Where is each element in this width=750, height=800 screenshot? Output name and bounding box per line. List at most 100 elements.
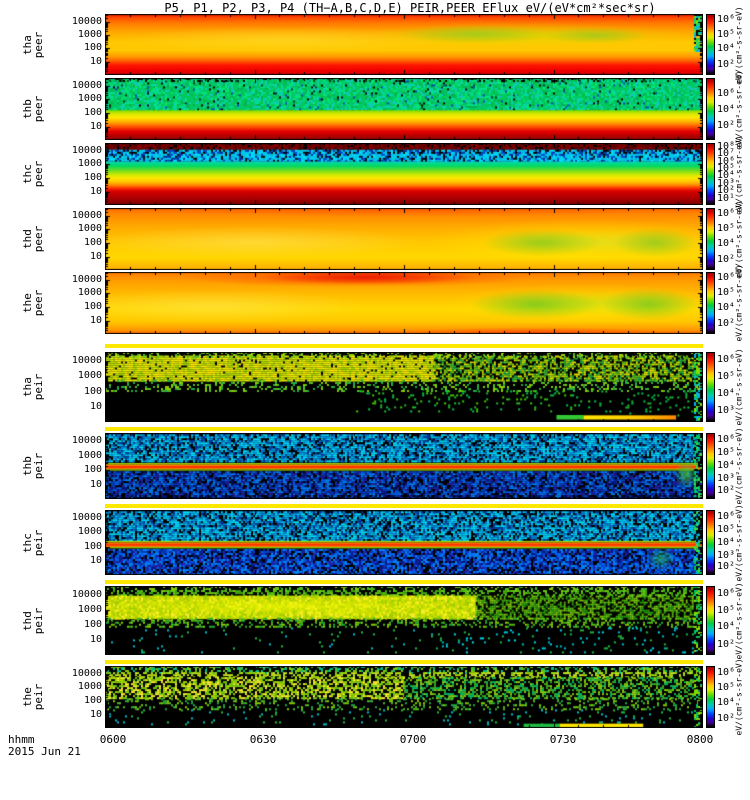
x-tick-label-0600: 0600 xyxy=(99,733,127,746)
y-tick-label: 10000 xyxy=(71,79,102,91)
colorbar-tick-label: 10⁵ xyxy=(717,163,736,175)
colorbar-tick-label: 10⁷ xyxy=(717,148,736,160)
y-tick-label: 10000 xyxy=(71,209,102,221)
y-tick-label: 1000 xyxy=(77,681,102,693)
plot-title: P5, P1, P2, P3, P4 (TH−A,B,C,D,E) PEIR,P… xyxy=(164,1,656,15)
spectrogram-thd-peir xyxy=(105,586,703,655)
colorbar-tick-label: 10⁴ xyxy=(717,43,736,55)
spectrogram-thb-peir xyxy=(105,433,703,499)
colorbar-units-thb-peer: eV/(cm²-s-sr-eV) xyxy=(731,70,747,147)
y-tick-label: 100 xyxy=(83,540,102,552)
colorbar-tick-label: 10⁵ xyxy=(717,371,736,383)
colorbar-units-text: eV/(cm²-s-sr-eV) xyxy=(734,264,744,342)
y-tick-label: 10000 xyxy=(71,144,102,156)
colorbar-tick-label: 10⁶ xyxy=(717,354,736,366)
spectrogram-the-peer xyxy=(105,272,703,334)
colorbar-tick-label: 10² xyxy=(717,485,736,497)
colorbar-tick-label: 10⁶ xyxy=(717,272,736,284)
y-tick-label: 100 xyxy=(83,695,102,707)
colorbar-tick-label: 10⁴ xyxy=(717,621,736,633)
y-tick-label: 100 xyxy=(83,172,102,184)
colorbar-tick-label: 10⁶ xyxy=(717,208,736,220)
y-tick-label: 1000 xyxy=(77,603,102,615)
y-tick-label: 100 xyxy=(83,385,102,397)
saturation-strip-thb-peir xyxy=(105,427,703,431)
colorbar-tick-label: 10³ xyxy=(717,473,736,485)
y-tick-label: 1000 xyxy=(77,158,102,170)
colorbar-tick-label: 10⁴ xyxy=(717,104,736,116)
colorbar-tick-label: 10² xyxy=(717,185,736,197)
colorbar-tick-label: 10⁵ xyxy=(717,223,736,235)
colorbar-units-thc-peir: eV/(cm²-s-sr-eV) xyxy=(731,504,747,581)
saturation-strip-thd-peir xyxy=(105,580,703,584)
colorbar-the-peer xyxy=(706,272,715,334)
saturation-strip-thc-peir xyxy=(105,504,703,508)
colorbar-tick-label: 10⁴ xyxy=(717,388,736,399)
colorbar-tick-label: 10² xyxy=(717,639,736,651)
y-tick-label: 100 xyxy=(83,237,102,249)
y-tick-label: 100 xyxy=(83,618,102,630)
spectrogram-thd-peer xyxy=(105,208,703,270)
x-tick-label-0630: 0630 xyxy=(249,733,277,746)
colorbar-tick-label: 10⁴ xyxy=(717,237,736,249)
y-tick-label: 10 xyxy=(89,185,102,197)
y-tick-label: 10 xyxy=(89,400,102,412)
colorbar-tick-label: 10⁵ xyxy=(717,287,736,299)
colorbar-units-thc-peer: eV/(cm²-s-sr-eV) xyxy=(731,135,747,212)
colorbar-units-text: eV/(cm²-s-sr-eV) xyxy=(734,503,744,582)
colorbar-tick-label: 10⁶ xyxy=(717,588,736,600)
colorbar-tick-label: 10⁴ xyxy=(717,301,736,313)
colorbar-thb-peir xyxy=(706,433,715,499)
colorbar-tick-label: 10⁵ xyxy=(717,523,736,535)
x-tick-label-0700: 0700 xyxy=(399,733,427,746)
colorbar-tick-label: 10² xyxy=(717,59,736,71)
y-tick-label: 100 xyxy=(83,464,102,476)
y-tick-label: 10 xyxy=(89,555,102,567)
colorbar-tick-label: 10⁶ xyxy=(717,433,736,445)
y-tick-label: 10000 xyxy=(71,512,102,524)
colorbar-tick-label: 10¹ xyxy=(717,192,736,204)
y-tick-label: 10000 xyxy=(71,15,102,27)
colorbar-units-the-peir: eV/(cm²-s-sr-eV) xyxy=(731,658,747,735)
colorbar-tick-label: 10³ xyxy=(717,177,736,189)
x-axis-label: hhmm xyxy=(8,733,35,746)
colorbar-tick-label: 10² xyxy=(717,713,736,725)
date-label: 2015 Jun 21 xyxy=(8,745,81,758)
spectrogram-tha-peer xyxy=(105,14,703,75)
colorbar-tick-label: 10⁴ xyxy=(717,170,736,182)
x-tick-label-0730: 0730 xyxy=(549,733,577,746)
y-tick-label: 100 xyxy=(83,301,102,313)
y-tick-label: 10 xyxy=(89,478,102,490)
colorbar-thc-peer xyxy=(706,143,715,205)
colorbar-thd-peir xyxy=(706,586,715,655)
colorbar-tha-peir xyxy=(706,352,715,422)
colorbar-tick-label: 10⁶ xyxy=(717,14,736,26)
colorbar-tick-label: 10⁶ xyxy=(717,510,736,522)
colorbar-tick-label: 10⁶ xyxy=(717,87,736,99)
colorbar-tick-label: 10⁵ xyxy=(717,682,736,694)
colorbar-units-text: eV/(cm²-s-sr-eV) xyxy=(734,348,744,426)
y-tick-label: 1000 xyxy=(77,287,102,299)
colorbar-tick-label: 10⁴ xyxy=(717,460,736,471)
colorbar-units-text: eV/(cm²-s-sr-eV) xyxy=(734,581,744,660)
colorbar-tick-label: 10⁵ xyxy=(717,604,736,616)
colorbar-tick-label: 10² xyxy=(717,318,736,330)
colorbar-tick-label: 10² xyxy=(717,561,736,573)
spectrogram-thb-peer xyxy=(105,78,703,140)
y-tick-label: 10000 xyxy=(71,273,102,285)
y-tick-label: 100 xyxy=(83,42,102,54)
colorbar-the-peir xyxy=(706,666,715,728)
x-tick-label-0800: 0800 xyxy=(686,733,714,746)
colorbar-tick-label: 10³ xyxy=(717,549,736,561)
colorbar-units-the-peer: eV/(cm²-s-sr-eV) xyxy=(731,264,747,341)
spectrogram-tha-peir xyxy=(105,352,703,422)
y-tick-label: 10 xyxy=(89,314,102,326)
y-tick-label: 1000 xyxy=(77,29,102,41)
colorbar-tick-label: 10² xyxy=(717,120,736,132)
colorbar-units-tha-peer: eV/(cm²-s-sr-eV) xyxy=(731,6,747,83)
y-tick-label: 10000 xyxy=(71,667,102,679)
y-tick-label: 10000 xyxy=(71,435,102,447)
colorbar-tick-label: 10⁵ xyxy=(717,28,736,40)
y-tick-label: 10000 xyxy=(71,354,102,366)
